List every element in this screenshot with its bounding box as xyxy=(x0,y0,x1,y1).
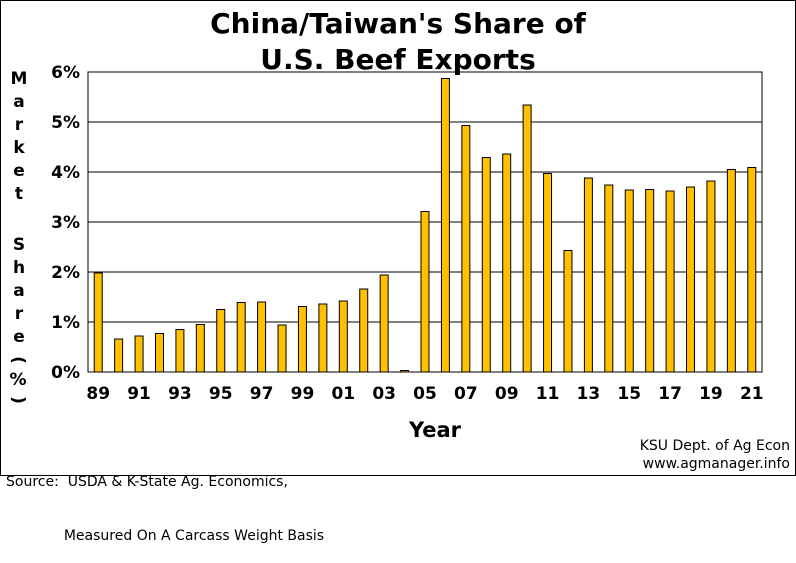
bar xyxy=(154,333,164,373)
bar xyxy=(604,184,614,373)
x-tick-label: 91 xyxy=(127,384,151,404)
bar xyxy=(297,306,307,373)
credit-note: KSU Dept. of Ag Econ www.agmanager.info xyxy=(640,437,790,473)
bar xyxy=(583,177,593,373)
x-tick-label: 13 xyxy=(577,384,601,404)
bar xyxy=(257,301,267,373)
y-tick-label: 0% xyxy=(51,363,80,383)
source-note: Source: USDA & K-State Ag. Economics, Me… xyxy=(6,437,324,563)
bar xyxy=(706,180,716,373)
y-tick-label: 6% xyxy=(51,63,80,83)
bar xyxy=(420,211,430,373)
x-tick-label: 05 xyxy=(413,384,437,404)
bar xyxy=(379,274,389,373)
y-tick-label: 4% xyxy=(51,163,80,183)
y-axis-label-unit: (%) xyxy=(8,356,28,404)
x-tick-label: 17 xyxy=(658,384,682,404)
bar xyxy=(236,302,246,373)
bar xyxy=(481,157,491,373)
x-tick-label: 19 xyxy=(699,384,723,404)
bar xyxy=(93,272,103,373)
x-tick-label: 89 xyxy=(86,384,110,404)
bar xyxy=(686,186,696,373)
bar xyxy=(277,324,287,373)
source-line2: Measured On A Carcass Weight Basis xyxy=(6,528,325,544)
bar xyxy=(522,104,532,373)
bar xyxy=(502,153,512,373)
bar xyxy=(318,303,328,373)
y-tick-label: 3% xyxy=(51,213,80,233)
x-tick-label: 97 xyxy=(250,384,274,404)
bar xyxy=(400,370,410,373)
y-tick-label: 2% xyxy=(51,263,80,283)
bar xyxy=(359,288,369,373)
y-tick-label: 1% xyxy=(51,313,80,333)
y-axis-label-share: S h a r e xyxy=(12,235,26,347)
bar xyxy=(563,250,573,373)
bar xyxy=(624,189,634,373)
bar xyxy=(114,338,124,373)
bar xyxy=(461,125,471,373)
bar xyxy=(543,173,553,373)
x-tick-label: 99 xyxy=(291,384,315,404)
x-tick-label: 11 xyxy=(536,384,560,404)
x-tick-label: 15 xyxy=(617,384,641,404)
bar xyxy=(645,189,655,373)
chart-title-line2: U.S. Beef Exports xyxy=(260,43,536,76)
bar xyxy=(747,167,757,373)
bar xyxy=(338,300,348,373)
x-tick-label: 09 xyxy=(495,384,519,404)
bar xyxy=(665,190,675,373)
y-axis-label-market: M a r k e t xyxy=(10,69,28,204)
bar xyxy=(440,78,450,373)
bar xyxy=(175,329,185,373)
bar xyxy=(195,324,205,373)
x-tick-label: 21 xyxy=(740,384,764,404)
x-tick-label: 95 xyxy=(209,384,233,404)
x-tick-label: 07 xyxy=(454,384,478,404)
bar xyxy=(134,335,144,373)
credit-line2: www.agmanager.info xyxy=(642,456,790,472)
bar xyxy=(216,309,226,373)
bar-chart-plot: 0% 1% 2% 3% 4% 5% 6% 89 91 93 95 97 99 01 03 05 07 09 11 13… xyxy=(51,63,764,404)
credit-line1: KSU Dept. of Ag Econ xyxy=(639,438,790,454)
x-tick-label: 01 xyxy=(331,384,355,404)
chart-frame xyxy=(0,0,796,476)
chart-title-line1: China/Taiwan's Share of xyxy=(210,7,586,40)
x-tick-label: 93 xyxy=(168,384,192,404)
bar xyxy=(726,169,736,373)
x-axis-title: Year xyxy=(408,418,462,442)
x-tick-label: 03 xyxy=(372,384,396,404)
y-tick-label: 5% xyxy=(51,113,80,133)
